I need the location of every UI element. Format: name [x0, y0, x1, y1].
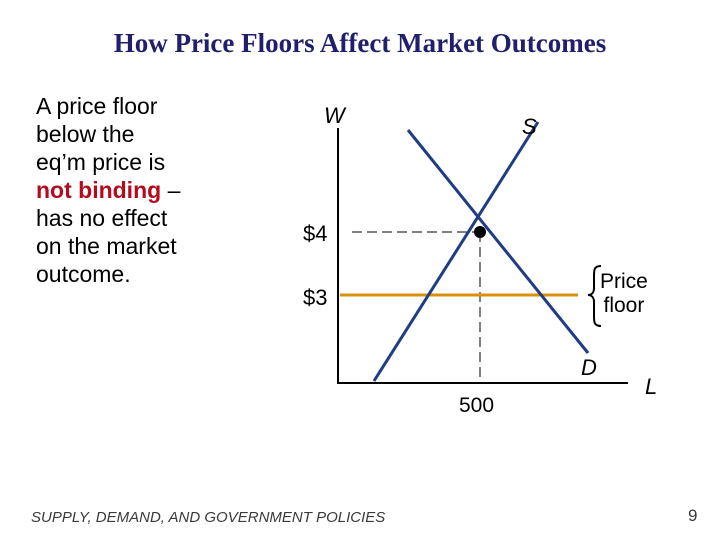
x-axis-label: L	[645, 374, 658, 399]
body-line: has no effect	[36, 205, 168, 231]
price-floor-brace	[587, 265, 602, 327]
quantity-label: 500	[459, 394, 495, 417]
price-low-label: $3	[303, 285, 328, 310]
body-line: eq’m price is	[36, 149, 166, 175]
body-line: on the market	[36, 233, 177, 259]
supply-curve	[372, 121, 540, 382]
supply-label: S	[522, 114, 537, 139]
demand-curve	[406, 129, 590, 354]
body-text: A price floor below the eq’m price is no…	[36, 92, 236, 288]
price-floor-label: Price floor	[600, 270, 648, 318]
y-axis-label: W	[324, 103, 345, 128]
price-floor-label-line: floor	[603, 294, 645, 317]
slide-footer: SUPPLY, DEMAND, AND GOVERNMENT POLICIES	[31, 509, 386, 526]
equilibrium-point	[474, 226, 486, 238]
slide-title: How Price Floors Affect Market Outcomes	[113, 28, 607, 58]
page-number: 9	[688, 506, 698, 525]
price-high-label: $4	[303, 221, 328, 246]
body-line: below the	[36, 121, 135, 147]
body-line: A price floor	[36, 93, 158, 119]
body-line: outcome.	[36, 261, 131, 287]
price-floor-label-line: Price	[600, 270, 648, 293]
body-line: not binding –	[36, 176, 236, 204]
highlight-text: not binding	[36, 177, 162, 203]
body-line-rest: –	[161, 177, 181, 203]
demand-label: D	[581, 355, 597, 380]
